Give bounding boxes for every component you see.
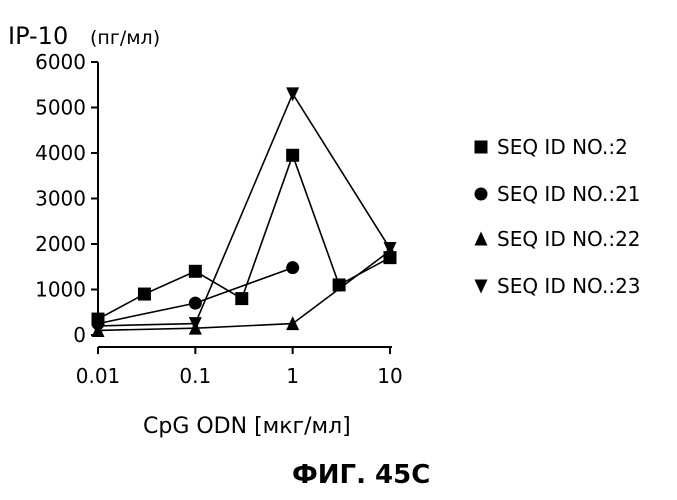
legend-label-1: SEQ ID NO.:2	[497, 135, 628, 159]
y-tick-label: 3000	[35, 187, 86, 211]
x-tick-label: 10	[377, 364, 402, 388]
data-point-series-1	[138, 288, 151, 301]
legend: SEQ ID NO.:2 SEQ ID NO.:21 SEQ ID NO.:22 SE…	[475, 135, 641, 298]
data-point-series-1	[189, 265, 202, 278]
x-tick-label: 0.1	[179, 364, 211, 388]
y-axis-unit: (пг/мл)	[90, 27, 160, 49]
y-tick-label: 1000	[35, 278, 86, 302]
y-tick-label: 4000	[35, 141, 86, 165]
data-point-series-1	[286, 149, 299, 162]
legend-marker-3	[475, 232, 488, 246]
x-ticks: 0.01 0.1 1 10	[76, 347, 403, 388]
series-markers	[92, 87, 397, 337]
data-point-series-2	[286, 261, 299, 274]
legend-marker-4	[475, 280, 488, 294]
x-tick-label: 0.01	[76, 364, 121, 388]
y-tick-label: 2000	[35, 232, 86, 256]
y-axis-label: IP-10	[8, 22, 68, 50]
y-tick-label: 0	[73, 323, 86, 347]
y-tick-label: 5000	[35, 96, 86, 120]
x-tick-label: 1	[286, 364, 299, 388]
legend-marker-2	[475, 188, 488, 201]
y-ticks: 0 1000 2000 3000 4000 5000 6000	[35, 50, 98, 347]
figure-caption: ФИГ. 45С	[292, 460, 430, 490]
legend-label-3: SEQ ID NO.:22	[497, 227, 641, 251]
data-point-series-2	[189, 297, 202, 310]
data-point-series-1	[235, 292, 248, 305]
data-point-series-4	[286, 87, 299, 101]
legend-marker-1	[475, 141, 488, 154]
data-point-series-1	[333, 278, 346, 291]
legend-label-2: SEQ ID NO.:21	[497, 182, 641, 206]
y-tick-label: 6000	[35, 50, 86, 74]
legend-label-4: SEQ ID NO.:23	[497, 274, 641, 298]
x-axis-label: CpG ODN [мкг/мл]	[143, 414, 351, 439]
